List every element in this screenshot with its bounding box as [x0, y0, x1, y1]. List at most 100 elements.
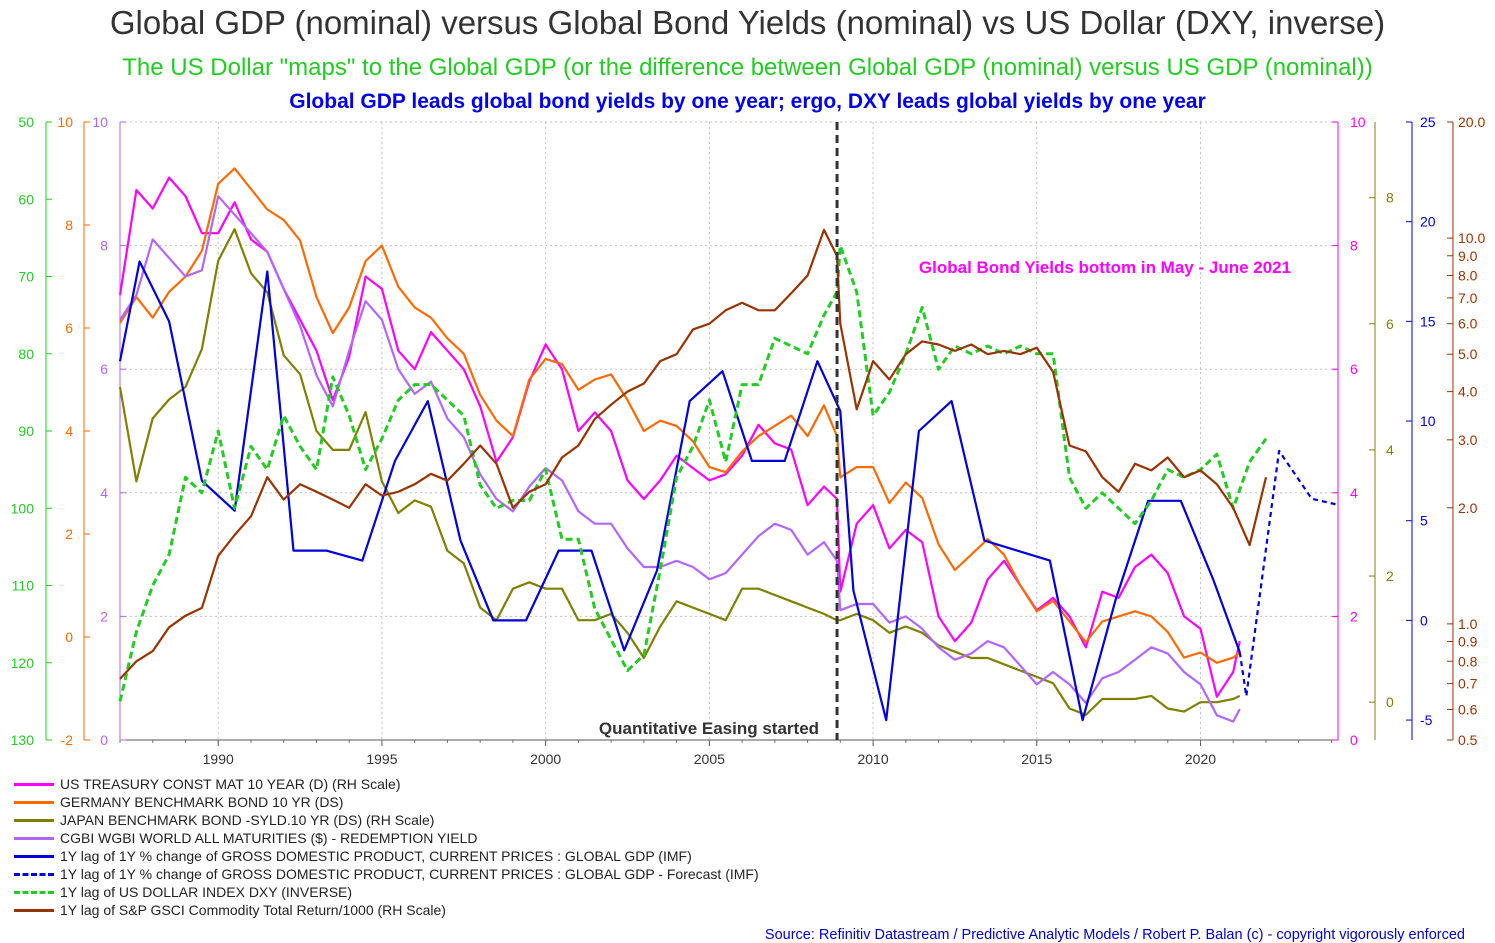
y-tick-label: 5 — [1420, 513, 1428, 529]
x-tick-label: 2015 — [1021, 751, 1052, 767]
annotations: Global Bond Yields bottom in May - June … — [599, 122, 1291, 740]
series-line-1 — [119, 167, 1241, 664]
y-tick-label: 0.6 — [1458, 701, 1478, 717]
y-tick-label: 9.0 — [1458, 248, 1478, 264]
legend-item: 1Y lag of 1Y % change of GROSS DOMESTIC … — [14, 847, 759, 865]
legend-swatch — [14, 800, 54, 804]
y-tick-label: 0 — [1420, 612, 1428, 628]
y-tick-label: 6 — [1350, 361, 1358, 377]
y-tick-label: 2 — [65, 526, 73, 542]
y-tick-label: 10.0 — [1458, 230, 1485, 246]
y-tick-label: 8 — [100, 238, 108, 254]
y-tick-label: 1.0 — [1458, 616, 1478, 632]
x-tick-label: 1995 — [366, 751, 397, 767]
chart-title: Global GDP (nominal) versus Global Bond … — [109, 4, 1386, 41]
legend-label: 1Y lag of S&P GSCI Commodity Total Retur… — [60, 902, 446, 918]
y-tick-label: 4 — [1386, 442, 1394, 458]
legend-item: CGBI WGBI WORLD ALL MATURITIES ($) - RED… — [14, 829, 759, 847]
series-line-2 — [118, 228, 1241, 716]
y-tick-label: 8 — [1386, 190, 1394, 206]
series-line-5 — [1238, 449, 1339, 698]
chart-area: 1990 1995 2000 2005 2010 2015 2020506070809010… — [11, 114, 1486, 767]
y-tick-label: 0 — [65, 629, 73, 645]
y-tick-label: 130 — [11, 732, 35, 748]
y-tick-label: -5 — [1420, 712, 1433, 728]
legend: US TREASURY CONST MAT 10 YEAR (D) (RH Sc… — [14, 775, 759, 919]
x-tick-label: 1990 — [203, 751, 234, 767]
legend-swatch — [14, 854, 54, 858]
annotation-qe: Quantitative Easing started — [599, 719, 819, 738]
y-tick-label: 6 — [65, 320, 73, 336]
y-tick-label: 120 — [11, 655, 35, 671]
y-tick-label: 4 — [65, 423, 73, 439]
y-tick-label: 8 — [65, 217, 73, 233]
legend-label: JAPAN BENCHMARK BOND -SYLD.10 YR (DS) (R… — [60, 812, 435, 828]
y-tick-label: 0.5 — [1458, 732, 1478, 748]
annotation-bond-bottom: Global Bond Yields bottom in May - June … — [919, 258, 1291, 277]
y-tick-label: 0.7 — [1458, 676, 1478, 692]
legend-swatch — [14, 836, 54, 840]
x-tick-label: 2005 — [694, 751, 725, 767]
y-tick-label: 2 — [100, 608, 108, 624]
legend-item: 1Y lag of US DOLLAR INDEX DXY (INVERSE) — [14, 883, 759, 901]
chart-subtitle: The US Dollar "maps" to the Global GDP (… — [122, 54, 1373, 81]
y-tick-label: 100 — [11, 500, 35, 516]
y-tick-label: 8.0 — [1458, 268, 1478, 284]
y-tick-label: 10 — [1350, 114, 1366, 130]
legend-swatch — [14, 872, 54, 876]
y-tick-label: 25 — [1420, 114, 1436, 130]
y-tick-label: 2.0 — [1458, 500, 1478, 516]
y-tick-label: 8 — [1350, 238, 1358, 254]
legend-swatch — [14, 782, 54, 786]
y-tick-label: 6 — [100, 361, 108, 377]
y-tick-label: 10 — [1420, 413, 1436, 429]
y-tick-label: -2 — [61, 732, 74, 748]
legend-label: CGBI WGBI WORLD ALL MATURITIES ($) - RED… — [60, 830, 478, 846]
legend-item: US TREASURY CONST MAT 10 YEAR (D) (RH Sc… — [14, 775, 759, 793]
x-tick-label: 2000 — [530, 751, 561, 767]
chart-subtitle-2: Global GDP leads global bond yields by o… — [289, 90, 1206, 113]
legend-item: GERMANY BENCHMARK BOND 10 YR (DS) — [14, 793, 759, 811]
y-tick-label: 4.0 — [1458, 384, 1478, 400]
y-tick-label: 6 — [1386, 316, 1394, 332]
series-line-4 — [118, 260, 1241, 722]
x-tick-label: 2020 — [1185, 751, 1216, 767]
legend-label: GERMANY BENCHMARK BOND 10 YR (DS) — [60, 794, 344, 810]
y-tick-label: 7.0 — [1458, 290, 1478, 306]
grid — [120, 121, 1338, 741]
y-tick-label: 80 — [18, 346, 34, 362]
y-tick-label: 3.0 — [1458, 432, 1478, 448]
y-tick-label: 0 — [1386, 694, 1394, 710]
series-line-7 — [119, 228, 1268, 680]
x-tick-label: 2010 — [857, 751, 888, 767]
y-tick-label: 6.0 — [1458, 316, 1478, 332]
series — [118, 167, 1339, 723]
axes: 1990 1995 2000 2005 2010 2015 2020506070809010… — [11, 114, 1486, 767]
legend-item: 1Y lag of S&P GSCI Commodity Total Retur… — [14, 901, 759, 919]
y-tick-label: 0 — [1350, 732, 1358, 748]
legend-label: 1Y lag of 1Y % change of GROSS DOMESTIC … — [60, 848, 692, 864]
legend-swatch — [14, 908, 54, 912]
legend-swatch — [14, 818, 54, 822]
y-tick-label: 20 — [1420, 214, 1436, 230]
legend-swatch — [14, 890, 54, 894]
legend-item: 1Y lag of 1Y % change of GROSS DOMESTIC … — [14, 865, 759, 883]
series-line-0 — [118, 176, 1241, 698]
y-tick-label: 4 — [1350, 485, 1358, 501]
y-tick-label: 60 — [18, 191, 34, 207]
series-line-6 — [118, 244, 1268, 702]
y-tick-label: 5.0 — [1458, 346, 1478, 362]
y-tick-label: 0.8 — [1458, 653, 1478, 669]
source-note: Source: Refinitiv Datastream / Predictiv… — [764, 927, 1465, 943]
y-tick-label: 0 — [100, 732, 108, 748]
legend-label: US TREASURY CONST MAT 10 YEAR (D) (RH Sc… — [60, 776, 401, 792]
y-tick-label: 10 — [57, 114, 73, 130]
legend-label: 1Y lag of US DOLLAR INDEX DXY (INVERSE) — [60, 884, 353, 900]
series-line-3 — [119, 195, 1241, 723]
legend-item: JAPAN BENCHMARK BOND -SYLD.10 YR (DS) (R… — [14, 811, 759, 829]
y-tick-label: 2 — [1350, 608, 1358, 624]
y-tick-label: 4 — [100, 485, 108, 501]
y-tick-label: 0.9 — [1458, 634, 1478, 650]
y-tick-label: 70 — [18, 269, 34, 285]
y-tick-label: 20.0 — [1458, 114, 1485, 130]
